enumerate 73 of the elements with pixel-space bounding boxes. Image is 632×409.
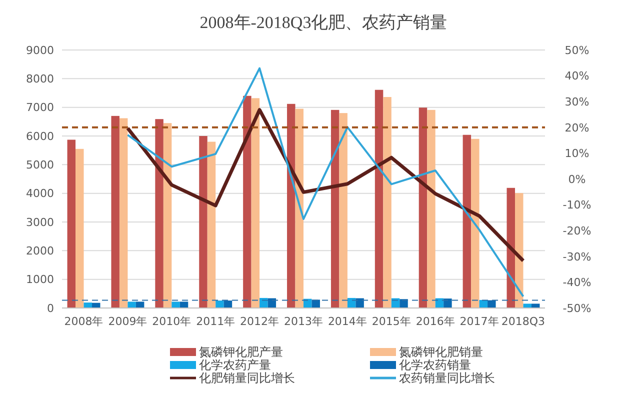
legend-label: 农药销量同比增长 [399,371,495,386]
legend-label: 化学农药销量 [399,358,471,372]
bar [287,104,296,308]
bar [155,119,164,308]
bar [330,110,340,308]
bar [216,300,224,308]
y2-tick-label: -50% [562,302,592,315]
y2-tick-label: 0% [568,172,586,186]
y-tick-label: 2000 [26,244,54,258]
chart-title: 2008年-2018Q3化肥、农药产销量 [200,13,448,32]
bar [374,90,384,308]
legend-label: 化学农药产量 [199,358,271,372]
y-tick-label: 6000 [26,130,54,143]
bar [400,299,408,308]
bar [136,302,144,308]
y2-tick-label: -20% [562,224,592,238]
line-series [126,67,524,298]
y2-tick-label: 20% [564,121,590,134]
y2-tick-label: -10% [562,198,592,212]
x-tick-label: 2016年 [416,315,455,328]
bar [67,140,76,308]
bar [531,304,540,308]
x-tick-label: 2014年 [328,315,367,328]
bar [128,302,136,308]
y2-tick-label: -30% [562,250,592,264]
bar [251,98,260,308]
bar [471,138,480,308]
bar [312,300,320,308]
y-tick-label: 3000 [26,216,54,229]
bar [111,116,120,308]
y-tick-label: 8000 [26,72,54,86]
x-tick-label: 2017年 [460,315,499,328]
bar [163,123,172,308]
bar [523,304,532,308]
x-tick-label: 2010年 [152,315,192,328]
y2-tick-label: 50% [564,44,590,57]
x-tick-label: 2012年 [240,315,280,328]
y-tick-label: 4000 [26,187,54,200]
x-tick-label: 2011年 [196,315,236,328]
y2-tick-label: 10% [564,147,590,160]
y-tick-label: 1000 [26,273,54,286]
x-tick-label: 2018Q3 [501,315,546,328]
y2-tick-label: 30% [564,95,590,108]
x-tick-label: 2009年 [108,315,148,328]
legend-label: 氮磷钾化肥产量 [199,345,283,360]
y-tick-label: 5000 [26,158,54,172]
bar [207,142,216,308]
legend-label: 氮磷钾化肥销量 [399,345,483,360]
x-tick-label: 2013年 [284,315,323,328]
y-tick-label: 0 [47,302,54,315]
bar [180,302,188,308]
bar [356,298,364,308]
bar [339,113,348,308]
bar [76,148,84,308]
bar [488,300,496,308]
bar [260,298,268,308]
x-tick-label: 2015年 [372,315,411,328]
bar [444,298,452,308]
bar [462,134,472,308]
bar [383,97,392,308]
bar [119,118,128,308]
legend-label: 化肥销量同比增长 [199,371,295,386]
y-tick-label: 7000 [26,101,54,114]
y-tick-label: 9000 [26,44,54,57]
bar [199,136,208,308]
bar [427,110,436,308]
x-tick-label: 2008年 [64,315,104,328]
bar [418,108,428,308]
bar [172,302,180,308]
bar [243,96,252,308]
line-series [126,108,525,263]
y2-tick-label: 40% [564,70,590,83]
y2-tick-label: -40% [562,276,592,290]
